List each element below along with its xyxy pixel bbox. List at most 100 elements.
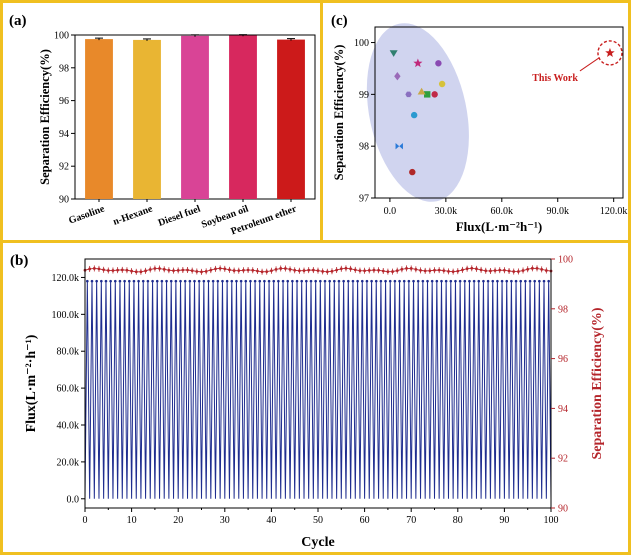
flux-point [221,279,224,283]
y-right-tick-label: 98 [558,304,568,315]
efficiency-point [321,270,325,273]
efficiency-point [437,268,441,272]
y-axis-title: Separation Efficiency(%) [332,45,346,181]
efficiency-point [475,267,478,271]
flux-point [216,279,220,283]
efficiency-point [162,267,166,271]
flux-point [374,279,378,283]
efficiency-point [204,269,208,273]
flux-point [141,279,145,283]
data-point [410,111,418,119]
efficiency-point [544,269,548,272]
x-tick-label: 100 [544,515,559,526]
flux-point [388,279,392,283]
flux-point [444,279,448,283]
flux-point [253,279,257,283]
flux-point [468,279,471,283]
x-tick-label: 90.0k [546,206,569,217]
efficiency-point [456,269,460,273]
scatter-chart: (c) 0.0 30.0k 60.0k 90.0k 120.0k 97 98 99 100 This… [331,13,628,234]
data-point [413,58,423,68]
flux-point [519,279,523,283]
x-tick-label: 10 [127,515,137,526]
flux-point [496,279,499,283]
flux-point [486,279,490,283]
flux-point [328,279,331,283]
y-left-tick-label: 60.0k [57,384,80,395]
x-tick-label: 30 [220,515,230,526]
flux-point [286,279,290,283]
efficiency-point [395,269,399,273]
flux-point [291,279,294,283]
highlight-star [605,47,615,57]
x-tick-label: 20 [173,515,183,526]
x-tick-label: 90 [499,515,509,526]
y-right-tick-label: 90 [558,504,568,515]
flux-point [100,279,103,283]
highlight-leader [579,57,600,72]
flux-point [267,279,271,283]
bar-gasoline [85,39,113,199]
flux-point [207,279,210,283]
y-left-tick-label: 80.0k [57,347,80,358]
efficiency-point [419,268,422,272]
y-right-tick-label: 96 [558,354,568,365]
panel-label-c: (c) [331,13,348,29]
efficiency-point [190,269,194,273]
flux-point [370,279,373,283]
flux-point [440,279,443,283]
flux-point [160,279,164,283]
efficiency-point [228,268,231,272]
flux-point [458,279,462,283]
efficiency-point [353,268,357,272]
y-right-tick-label: 92 [558,454,568,465]
flux-point [239,279,243,283]
flux-point [174,279,178,283]
x-tick-label: 120.0k [600,206,628,217]
x-tick-label: Diesel fuel [157,203,202,229]
efficiency-point [451,270,455,274]
x-tick-label: 50 [313,515,323,526]
flux-point [165,279,168,283]
y-right-tick-label: 100 [558,255,573,266]
flux-point [249,279,252,283]
x-axis-title: Flux(L·m⁻²h⁻¹) [456,219,543,234]
flux-point [305,279,308,283]
y-tick-label: 90 [59,195,69,206]
efficiency-point [391,270,394,273]
efficiency-point [307,268,311,272]
data-point [394,72,401,81]
flux-point [309,279,313,283]
y-tick-label: 97 [359,194,369,205]
flux-point [538,279,541,283]
x-tick-label: 30.0k [435,206,458,217]
flux-point [533,279,536,283]
flux-point [323,279,327,283]
y-tick-label: 99 [359,90,369,101]
flux-point [235,279,238,283]
efficiency-point [526,267,530,271]
flux-point [146,279,150,283]
flux-point [547,279,550,283]
efficiency-point [330,269,334,273]
bar-soybean-oil [229,35,257,199]
flux-point [426,279,429,283]
flux-series [84,281,552,499]
cycle-chart: (b)0 10 20 30 40 50 60 70 80 90 1000.020.0k40.0k60… [10,253,605,550]
flux-point [435,279,439,283]
efficiency-point [274,267,278,271]
flux-point [463,279,467,283]
flux-point [510,279,513,283]
efficiency-point [209,268,213,272]
flux-point [337,279,341,283]
flux-point [407,279,411,283]
y-tick-label: 96 [59,96,69,107]
flux-point [505,279,509,283]
flux-point [211,279,215,283]
flux-point [277,279,280,283]
efficiency-point [223,267,227,271]
y-right-axis-title: Separation Efficiency(%) [590,307,605,459]
efficiency-point [186,268,189,272]
flux-point [365,279,369,283]
efficiency-point [92,267,96,270]
